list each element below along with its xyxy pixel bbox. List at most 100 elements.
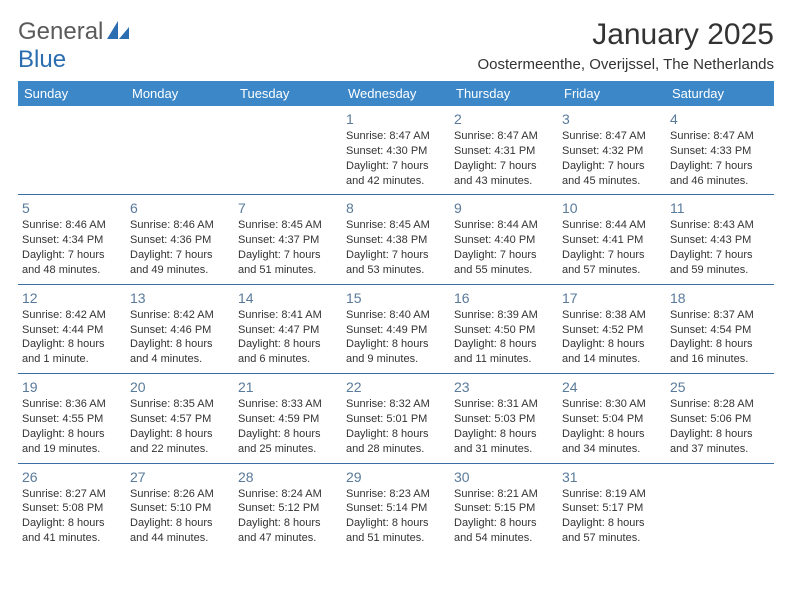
day-info-line: Sunrise: 8:23 AM	[346, 487, 446, 502]
day-info-line: Sunrise: 8:24 AM	[238, 487, 338, 502]
day-number: 31	[562, 466, 662, 485]
day-cell: 11Sunrise: 8:43 AMSunset: 4:43 PMDayligh…	[666, 195, 774, 284]
day-info-line: Daylight: 8 hours	[22, 516, 122, 531]
day-info-line: Sunset: 5:04 PM	[562, 412, 662, 427]
day-info: Sunrise: 8:47 AMSunset: 4:32 PMDaylight:…	[562, 129, 662, 188]
logo-text-general: General	[18, 18, 103, 46]
day-info-line: and 28 minutes.	[346, 442, 446, 457]
header: General January 2025 Oostermeenthe, Over…	[18, 18, 774, 73]
day-info-line: Sunrise: 8:44 AM	[454, 218, 554, 233]
day-info-line: Daylight: 7 hours	[346, 159, 446, 174]
day-cell: 13Sunrise: 8:42 AMSunset: 4:46 PMDayligh…	[126, 284, 234, 373]
day-info-line: Sunrise: 8:47 AM	[562, 129, 662, 144]
day-info: Sunrise: 8:32 AMSunset: 5:01 PMDaylight:…	[346, 397, 446, 456]
day-info-line: and 47 minutes.	[238, 531, 338, 546]
day-info: Sunrise: 8:42 AMSunset: 4:46 PMDaylight:…	[130, 308, 230, 367]
day-info-line: Sunrise: 8:31 AM	[454, 397, 554, 412]
day-info-line: and 14 minutes.	[562, 352, 662, 367]
day-info-line: Sunrise: 8:45 AM	[346, 218, 446, 233]
day-cell: 4Sunrise: 8:47 AMSunset: 4:33 PMDaylight…	[666, 106, 774, 195]
day-header: Friday	[558, 81, 666, 106]
day-info-line: and 53 minutes.	[346, 263, 446, 278]
day-info-line: and 9 minutes.	[346, 352, 446, 367]
day-info-line: Sunset: 5:15 PM	[454, 501, 554, 516]
day-info-line: Sunset: 4:47 PM	[238, 323, 338, 338]
day-info: Sunrise: 8:45 AMSunset: 4:37 PMDaylight:…	[238, 218, 338, 277]
week-row: 1Sunrise: 8:47 AMSunset: 4:30 PMDaylight…	[18, 106, 774, 195]
day-cell: 6 Sunrise: 8:46 AMSunset: 4:36 PMDaylight…	[126, 195, 234, 284]
day-info-line: Sunrise: 8:46 AM	[22, 218, 122, 233]
day-number: 19	[22, 376, 122, 395]
day-info: Sunrise: 8:47 AMSunset: 4:30 PMDaylight:…	[346, 129, 446, 188]
day-number: 18	[670, 287, 770, 306]
day-info-line: Sunset: 4:41 PM	[562, 233, 662, 248]
day-info-line: and 22 minutes.	[130, 442, 230, 457]
day-info-line: and 43 minutes.	[454, 174, 554, 189]
day-info-line: and 42 minutes.	[346, 174, 446, 189]
day-info-line: Sunrise: 8:21 AM	[454, 487, 554, 502]
day-info-line: Sunset: 4:40 PM	[454, 233, 554, 248]
day-info: Sunrise: 8:26 AMSunset: 5:10 PMDaylight:…	[130, 487, 230, 546]
day-info-line: Daylight: 7 hours	[238, 248, 338, 263]
day-info-line: Sunrise: 8:27 AM	[22, 487, 122, 502]
day-info-line: Sunset: 4:55 PM	[22, 412, 122, 427]
day-number: 29	[346, 466, 446, 485]
day-info-line: Sunrise: 8:35 AM	[130, 397, 230, 412]
day-info-line: Daylight: 8 hours	[454, 516, 554, 531]
day-info-line: Sunset: 5:03 PM	[454, 412, 554, 427]
day-info-line: Sunset: 4:30 PM	[346, 144, 446, 159]
calendar-table: Sunday Monday Tuesday Wednesday Thursday…	[18, 81, 774, 552]
day-info-line: Sunset: 4:34 PM	[22, 233, 122, 248]
day-cell: 9Sunrise: 8:44 AMSunset: 4:40 PMDaylight…	[450, 195, 558, 284]
day-cell: 31Sunrise: 8:19 AMSunset: 5:17 PMDayligh…	[558, 463, 666, 552]
day-header-row: Sunday Monday Tuesday Wednesday Thursday…	[18, 81, 774, 106]
day-cell: 26Sunrise: 8:27 AMSunset: 5:08 PMDayligh…	[18, 463, 126, 552]
location-text: Oostermeenthe, Overijssel, The Netherlan…	[477, 56, 774, 73]
week-row: 12Sunrise: 8:42 AMSunset: 4:44 PMDayligh…	[18, 284, 774, 373]
day-cell: 16Sunrise: 8:39 AMSunset: 4:50 PMDayligh…	[450, 284, 558, 373]
day-number: 30	[454, 466, 554, 485]
day-info-line: Daylight: 8 hours	[670, 337, 770, 352]
day-number: 10	[562, 197, 662, 216]
day-info-line: Daylight: 8 hours	[562, 427, 662, 442]
day-info-line: and 1 minute.	[22, 352, 122, 367]
day-header: Wednesday	[342, 81, 450, 106]
month-title: January 2025	[477, 18, 774, 52]
day-cell: 3Sunrise: 8:47 AMSunset: 4:32 PMDaylight…	[558, 106, 666, 195]
day-info-line: Sunrise: 8:38 AM	[562, 308, 662, 323]
day-info-line: Sunset: 4:43 PM	[670, 233, 770, 248]
day-info-line: Daylight: 7 hours	[454, 159, 554, 174]
day-number: 22	[346, 376, 446, 395]
week-row: 5Sunrise: 8:46 AMSunset: 4:34 PMDaylight…	[18, 195, 774, 284]
day-info-line: Sunset: 4:50 PM	[454, 323, 554, 338]
day-info-line: and 44 minutes.	[130, 531, 230, 546]
day-info-line: Sunset: 4:36 PM	[130, 233, 230, 248]
day-info: Sunrise: 8:42 AMSunset: 4:44 PMDaylight:…	[22, 308, 122, 367]
day-info-line: Sunrise: 8:45 AM	[238, 218, 338, 233]
day-number: 28	[238, 466, 338, 485]
day-number: 6	[130, 197, 230, 216]
day-info-line: Daylight: 8 hours	[130, 427, 230, 442]
day-info-line: and 59 minutes.	[670, 263, 770, 278]
day-info-line: Daylight: 7 hours	[562, 248, 662, 263]
day-cell: 18Sunrise: 8:37 AMSunset: 4:54 PMDayligh…	[666, 284, 774, 373]
day-info-line: Sunset: 4:57 PM	[130, 412, 230, 427]
day-info-line: Sunset: 5:12 PM	[238, 501, 338, 516]
day-info-line: Sunrise: 8:47 AM	[670, 129, 770, 144]
day-number: 2	[454, 108, 554, 127]
day-number: 21	[238, 376, 338, 395]
day-info-line: Daylight: 7 hours	[22, 248, 122, 263]
day-info-line: and 46 minutes.	[670, 174, 770, 189]
sail-icon	[105, 19, 131, 46]
day-info-line: and 51 minutes.	[346, 531, 446, 546]
day-info: Sunrise: 8:41 AMSunset: 4:47 PMDaylight:…	[238, 308, 338, 367]
day-info: Sunrise: 8:46 AMSunset: 4:34 PMDaylight:…	[22, 218, 122, 277]
day-info-line: Sunrise: 8:46 AM	[130, 218, 230, 233]
day-info-line: Sunset: 4:31 PM	[454, 144, 554, 159]
day-info: Sunrise: 8:40 AMSunset: 4:49 PMDaylight:…	[346, 308, 446, 367]
day-info-line: Daylight: 8 hours	[346, 516, 446, 531]
day-info-line: and 16 minutes.	[670, 352, 770, 367]
day-info-line: Daylight: 7 hours	[130, 248, 230, 263]
day-info-line: Sunrise: 8:26 AM	[130, 487, 230, 502]
day-info-line: Daylight: 7 hours	[454, 248, 554, 263]
